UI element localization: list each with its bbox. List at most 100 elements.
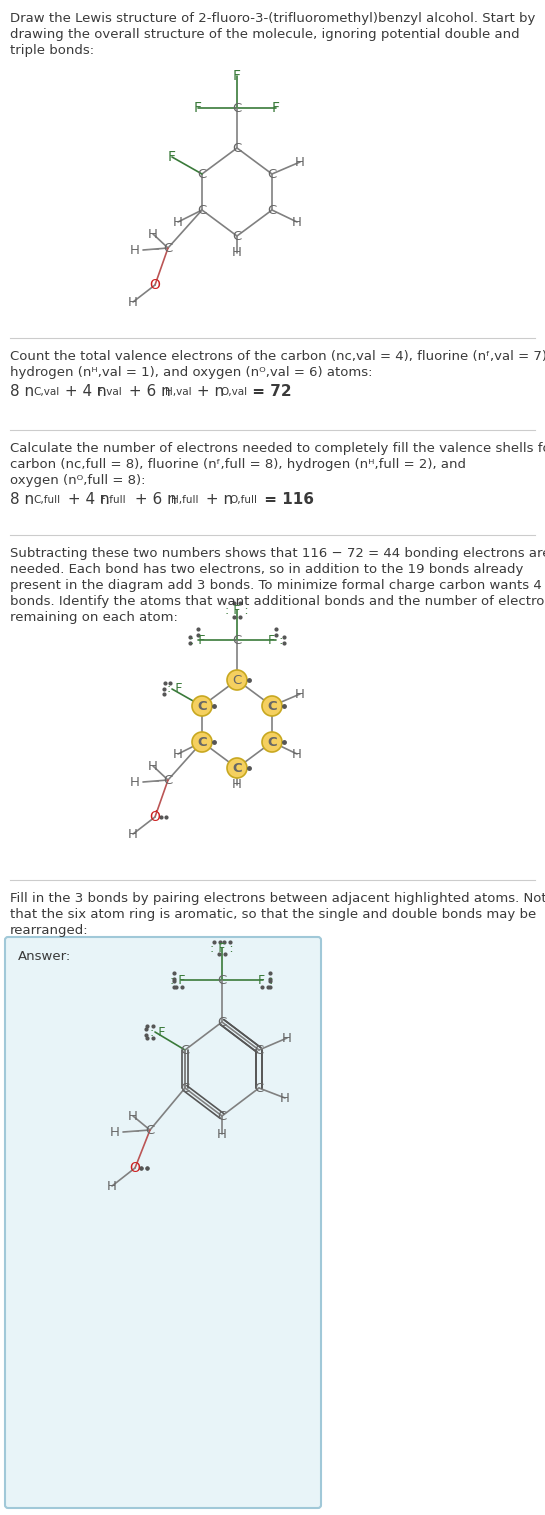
Text: : F̈: : F̈ — [190, 633, 205, 647]
Text: Fill in the 3 bonds by pairing electrons between adjacent highlighted atoms. Not: Fill in the 3 bonds by pairing electrons… — [10, 892, 545, 904]
FancyBboxPatch shape — [5, 936, 321, 1507]
Text: C: C — [217, 1109, 227, 1123]
Text: + n: + n — [201, 492, 233, 508]
Text: H: H — [130, 244, 140, 256]
Text: C: C — [268, 168, 277, 180]
Circle shape — [192, 732, 212, 751]
Text: C: C — [255, 1082, 264, 1094]
Text: C: C — [232, 762, 242, 774]
Text: : F̈: : F̈ — [150, 1026, 166, 1038]
Circle shape — [262, 732, 282, 751]
Text: C: C — [255, 1044, 264, 1056]
Circle shape — [227, 670, 247, 689]
Text: C: C — [180, 1082, 190, 1094]
Text: + 4 n: + 4 n — [63, 492, 110, 508]
Text: bonds. Identify the atoms that want additional bonds and the number of electrons: bonds. Identify the atoms that want addi… — [10, 595, 545, 608]
Text: drawing the overall structure of the molecule, ignoring potential double and: drawing the overall structure of the mol… — [10, 27, 519, 41]
Text: H: H — [128, 297, 138, 309]
Text: H: H — [173, 215, 183, 229]
Text: H,val: H,val — [165, 386, 192, 397]
Text: + 6 n: + 6 n — [130, 492, 177, 508]
Text: 8 n: 8 n — [10, 492, 34, 508]
Text: Count the total valence electrons of the carbon (nᴄ,val = 4), fluorine (nᶠ,val =: Count the total valence electrons of the… — [10, 350, 545, 364]
Text: O,full: O,full — [229, 495, 257, 504]
Text: H: H — [148, 759, 158, 773]
Text: H,full: H,full — [171, 495, 198, 504]
Text: H: H — [148, 227, 158, 241]
Circle shape — [192, 695, 212, 717]
Text: present in the diagram add 3 bonds. To minimize formal charge carbon wants 4: present in the diagram add 3 bonds. To m… — [10, 579, 542, 592]
Text: C: C — [232, 229, 241, 242]
Text: F: F — [272, 102, 280, 115]
Text: H: H — [232, 779, 242, 791]
Text: C: C — [217, 974, 227, 986]
Text: : F :: : F : — [210, 941, 234, 954]
Text: H: H — [130, 776, 140, 788]
Text: C: C — [267, 735, 277, 748]
Text: C: C — [232, 141, 241, 155]
Text: oxygen (nᴼ,full = 8):: oxygen (nᴼ,full = 8): — [10, 474, 146, 486]
Text: F̈ :: F̈ : — [258, 974, 274, 986]
Text: C: C — [197, 735, 207, 748]
Text: H: H — [217, 1127, 227, 1141]
Text: C: C — [197, 700, 207, 712]
Text: C: C — [232, 633, 241, 647]
Text: H: H — [128, 1109, 138, 1123]
Text: C: C — [267, 700, 277, 712]
Text: H: H — [110, 1126, 120, 1138]
Text: H: H — [292, 215, 302, 229]
Text: needed. Each bond has two electrons, so in addition to the 19 bonds already: needed. Each bond has two electrons, so … — [10, 564, 523, 576]
Text: H: H — [295, 156, 305, 168]
Text: F: F — [233, 70, 241, 83]
Text: F̈ :: F̈ : — [268, 633, 284, 647]
Text: F: F — [194, 102, 202, 115]
Text: H: H — [282, 1032, 292, 1044]
Text: Subtracting these two numbers shows that 116 − 72 = 44 bonding electrons are: Subtracting these two numbers shows that… — [10, 547, 545, 561]
Text: F,val: F,val — [97, 386, 122, 397]
Text: H: H — [128, 829, 138, 841]
Text: C,full: C,full — [33, 495, 60, 504]
Text: O,val: O,val — [220, 386, 247, 397]
Text: hydrogen (nᴴ,val = 1), and oxygen (nᴼ,val = 6) atoms:: hydrogen (nᴴ,val = 1), and oxygen (nᴼ,va… — [10, 367, 372, 379]
Text: C: C — [232, 674, 241, 686]
Text: Answer:: Answer: — [18, 950, 71, 964]
Text: O: O — [130, 1160, 141, 1176]
Text: H: H — [107, 1180, 117, 1192]
Circle shape — [262, 695, 282, 717]
Text: C: C — [197, 168, 207, 180]
Text: —: — — [146, 776, 159, 788]
Text: Ȯ: Ȯ — [149, 811, 160, 824]
Text: 8 n: 8 n — [10, 383, 34, 398]
Text: C: C — [268, 203, 277, 217]
Circle shape — [227, 758, 247, 779]
Text: rearranged:: rearranged: — [10, 924, 89, 936]
Text: that the six atom ring is aromatic, so that the single and double bonds may be: that the six atom ring is aromatic, so t… — [10, 907, 536, 921]
Text: H: H — [295, 688, 305, 700]
Text: H: H — [232, 247, 242, 259]
Text: H: H — [280, 1091, 290, 1104]
Text: C: C — [180, 1044, 190, 1056]
Text: + n: + n — [192, 383, 224, 398]
Text: F: F — [168, 150, 176, 164]
Text: = 72: = 72 — [247, 383, 292, 398]
Text: C,val: C,val — [33, 386, 59, 397]
Text: —: — — [126, 1126, 138, 1138]
Text: F,full: F,full — [100, 495, 126, 504]
Text: triple bonds:: triple bonds: — [10, 44, 94, 58]
Text: H: H — [173, 747, 183, 761]
Text: C: C — [164, 774, 173, 786]
Text: + 6 n: + 6 n — [124, 383, 171, 398]
Text: + 4 n: + 4 n — [60, 383, 107, 398]
Text: Draw the Lewis structure of 2-fluoro-3-(trifluoromethyl)benzyl alcohol. Start by: Draw the Lewis structure of 2-fluoro-3-(… — [10, 12, 535, 26]
Text: O: O — [149, 277, 160, 292]
Text: —: — — [146, 244, 159, 256]
Text: C: C — [146, 1124, 155, 1136]
Text: C: C — [232, 102, 241, 115]
Text: : F̈: : F̈ — [167, 682, 183, 695]
Text: Calculate the number of electrons needed to completely fill the valence shells f: Calculate the number of electrons needed… — [10, 442, 545, 454]
Text: C: C — [197, 203, 207, 217]
Text: : F̈: : F̈ — [170, 974, 186, 986]
Text: C: C — [217, 1015, 227, 1029]
Text: remaining on each atom:: remaining on each atom: — [10, 611, 178, 624]
Text: carbon (nᴄ,full = 8), fluorine (nᶠ,full = 8), hydrogen (nᴴ,full = 2), and: carbon (nᴄ,full = 8), fluorine (nᶠ,full … — [10, 458, 466, 471]
